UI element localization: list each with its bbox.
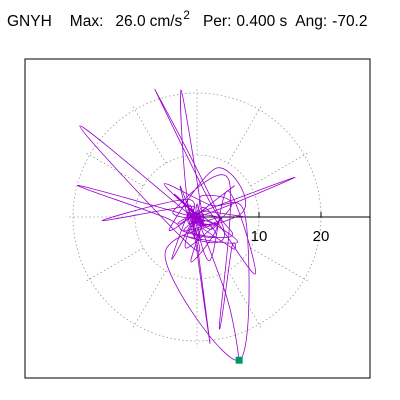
grid-spoke — [131, 270, 167, 330]
grid-spoke — [227, 104, 263, 164]
trace-end-marker — [235, 356, 243, 364]
station-code: GNYH — [7, 13, 52, 30]
angle-label: Ang: — [295, 13, 328, 30]
grid-spoke — [250, 247, 310, 283]
period-value: 0.400 s — [236, 13, 288, 30]
grid-spoke — [227, 270, 263, 330]
max-label: Max: — [69, 13, 104, 30]
chart-header: GNYH Max: 26.0 cm/s2 Per: 0.400 s Ang: -70.2 — [7, 8, 397, 35]
grid-spoke — [84, 247, 144, 283]
max-unit-exponent: 2 — [183, 8, 190, 22]
radial-axis-ticks: 10 20 — [251, 212, 330, 245]
period-label: Per: — [202, 13, 232, 30]
max-value: 26.0 — [115, 13, 146, 30]
plot-frame — [24, 58, 371, 379]
grid-spoke — [250, 151, 310, 187]
grid-spoke — [131, 104, 167, 164]
radial-tick-label: 10 — [251, 228, 268, 245]
angle-value: -70.2 — [332, 13, 368, 30]
grid-spoke — [84, 151, 144, 187]
particle-motion-trace — [77, 88, 296, 361]
max-unit: cm/s — [149, 13, 183, 30]
radial-tick-label: 20 — [313, 228, 330, 245]
